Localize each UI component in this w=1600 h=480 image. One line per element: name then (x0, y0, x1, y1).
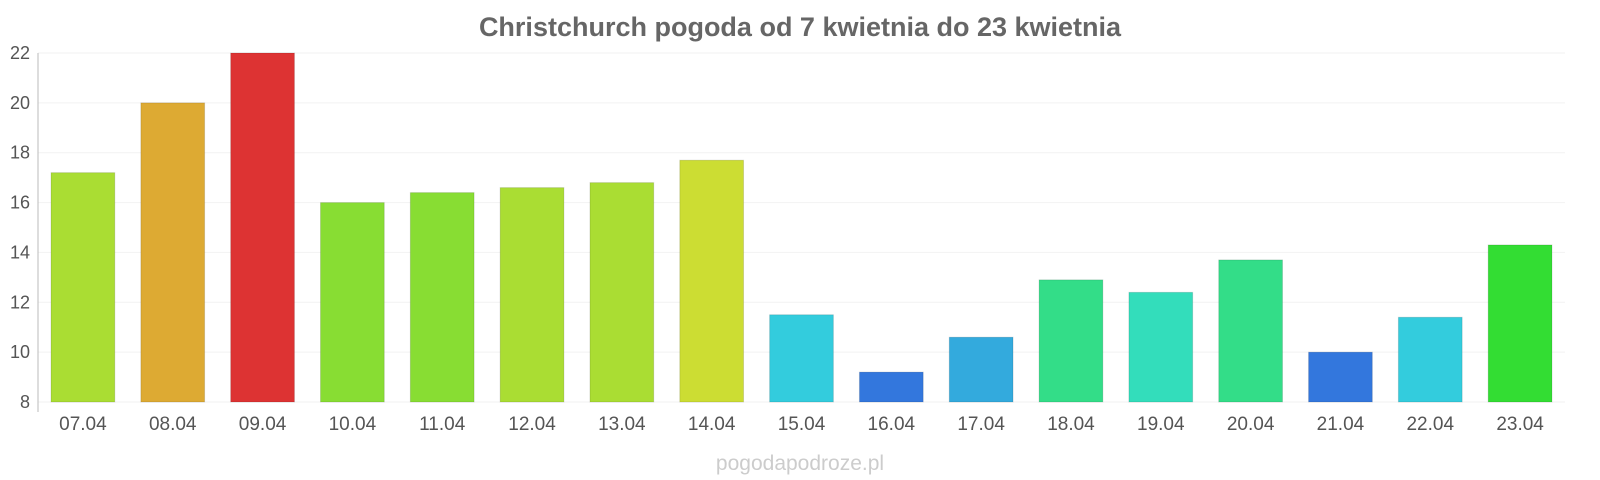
bar-18.04 (1038, 279, 1104, 403)
bar-14.04 (679, 159, 745, 403)
bar-13.04 (589, 182, 655, 403)
y-tick-label: 18 (10, 143, 30, 163)
x-tick-label: 18.04 (1047, 414, 1095, 435)
x-tick-label: 13.04 (598, 414, 646, 435)
bar-09.04 (230, 52, 295, 403)
y-tick-label: 10 (10, 342, 30, 362)
y-tick-label: 14 (10, 242, 30, 262)
x-tick-label: 11.04 (419, 414, 466, 435)
bar-21.04 (1308, 351, 1373, 403)
bar-08.04 (140, 102, 206, 403)
y-tick-label: 16 (10, 193, 30, 213)
bar-10.04 (319, 202, 385, 403)
x-tick-label: 20.04 (1227, 414, 1275, 435)
bar-16.04 (858, 371, 924, 403)
bar-17.04 (948, 336, 1014, 403)
bar-07.04 (50, 172, 116, 403)
y-tick-label: 20 (10, 93, 30, 113)
x-tick-label: 16.04 (868, 414, 916, 435)
x-tick-label: 17.04 (957, 414, 1005, 435)
x-tick-label: 21.04 (1317, 414, 1365, 435)
watermark: pogodapodroze.pl (716, 452, 884, 475)
bar-15.04 (769, 314, 834, 403)
y-tick-label: 8 (20, 392, 30, 412)
bar-20.04 (1218, 259, 1284, 403)
bar-23.04 (1487, 244, 1553, 403)
x-axis-ticks: 07.04 08.04 09.04 10.04 11.04 12.04 13.04 14.04… (59, 414, 1544, 435)
bar-11.04 (409, 192, 475, 403)
x-tick-label: 22.04 (1406, 414, 1454, 435)
y-axis-ticks: 8 10 12 14 16 18 20 22 (10, 43, 30, 412)
chart-title: Christchurch pogoda od 7 kwietnia do 23 … (479, 12, 1122, 42)
x-tick-label: 09.04 (239, 414, 287, 435)
bar-19.04 (1128, 291, 1194, 403)
x-tick-label: 07.04 (59, 414, 107, 435)
x-tick-label: 10.04 (329, 414, 377, 435)
x-tick-label: 19.04 (1137, 414, 1185, 435)
y-tick-label: 22 (10, 43, 30, 63)
bar-12.04 (499, 187, 565, 403)
bar-22.04 (1397, 316, 1463, 403)
x-tick-label: 08.04 (149, 414, 197, 435)
x-tick-label: 15.04 (778, 414, 826, 435)
x-tick-label: 23.04 (1496, 414, 1544, 435)
x-tick-label: 12.04 (508, 414, 556, 435)
x-tick-label: 14.04 (688, 414, 736, 435)
bars (50, 52, 1553, 403)
y-tick-label: 12 (10, 292, 30, 312)
